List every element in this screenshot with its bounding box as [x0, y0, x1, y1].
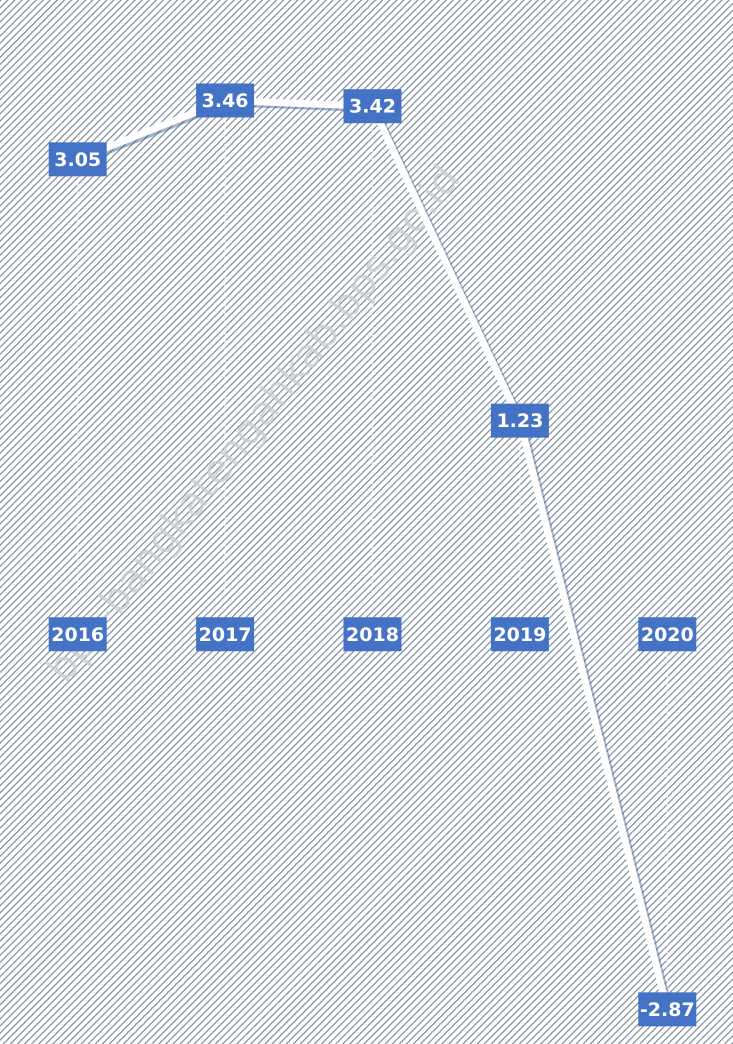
x-tick-label: 2017	[199, 624, 252, 646]
data-label: 3.05	[54, 149, 101, 171]
x-tick-label: 2020	[641, 624, 694, 646]
data-label-box	[196, 83, 255, 118]
data-label-box	[490, 403, 549, 438]
x-tick-label: 2016	[51, 624, 104, 646]
x-tick-label-box	[48, 617, 107, 652]
data-label: -2.87	[640, 999, 695, 1021]
data-label-box	[343, 89, 402, 124]
data-label: 3.46	[202, 90, 249, 112]
x-tick-label: 2018	[346, 624, 399, 646]
x-tick-label-box	[343, 617, 402, 652]
x-tick-label: 2019	[493, 624, 546, 646]
data-label: 1.23	[496, 410, 543, 432]
data-label: 3.42	[349, 96, 396, 118]
x-tick-label-box	[196, 617, 255, 652]
x-tick-label-box	[638, 617, 697, 652]
data-label-box	[48, 142, 107, 177]
data-label-box	[638, 992, 697, 1027]
x-tick-label-box	[490, 617, 549, 652]
